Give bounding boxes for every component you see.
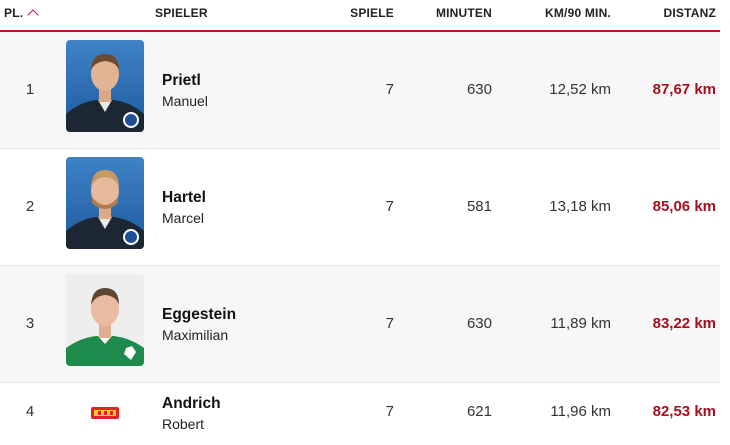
player-first-name: Manuel — [162, 93, 208, 109]
player-first-name: Maximilian — [162, 327, 229, 343]
rank-cell: 1 — [25, 81, 35, 98]
player-first-name: Robert — [162, 416, 205, 432]
distance-cell: 87,67 km — [652, 81, 716, 98]
distance-cell: 85,06 km — [652, 198, 716, 215]
km-per-90-cell: 11,89 km — [550, 315, 611, 332]
player-photo[interactable] — [66, 40, 144, 132]
row-divider — [0, 382, 720, 383]
games-cell: 7 — [385, 81, 394, 98]
games-cell: 7 — [385, 315, 394, 332]
km-per-90-cell: 11,96 km — [550, 403, 611, 420]
row-divider — [0, 148, 720, 149]
sort-ascending-icon[interactable] — [27, 9, 39, 21]
km-per-90-cell: 12,52 km — [549, 81, 611, 98]
row-divider — [0, 265, 720, 266]
rank-cell: 2 — [25, 198, 35, 215]
table-row[interactable]: 4 Andrich Robert 7 621 11,96 km 82,53 km — [0, 383, 720, 445]
player-portrait-image — [66, 40, 144, 132]
distance-cell: 83,22 km — [652, 315, 716, 332]
table-row[interactable]: 1 Prietl Manuel 7 630 12,52 km 87,67 km — [0, 32, 720, 148]
games-cell: 7 — [385, 198, 394, 215]
column-games-header[interactable]: SPIELE — [350, 6, 394, 20]
player-photo[interactable] — [66, 274, 144, 366]
minutes-cell: 630 — [466, 315, 492, 332]
column-player-header[interactable]: SPIELER — [155, 6, 208, 20]
rank-cell: 4 — [25, 403, 35, 420]
rank-cell: 3 — [25, 315, 35, 332]
games-cell: 7 — [385, 403, 394, 420]
player-portrait-image — [66, 157, 144, 249]
column-distance-header[interactable]: DISTANZ — [663, 6, 716, 20]
table-row[interactable]: 2 Hartel Marcel 7 581 13,18 km 85,06 km — [0, 149, 720, 265]
player-portrait-image — [66, 274, 144, 366]
union-berlin-logo-icon — [90, 404, 120, 422]
minutes-cell: 621 — [466, 403, 492, 420]
column-km90-header[interactable]: KM/90 MIN. — [544, 6, 611, 20]
km-per-90-cell: 13,18 km — [549, 198, 611, 215]
minutes-cell: 630 — [466, 81, 492, 98]
werder-bremen-crest — [124, 346, 136, 360]
player-last-name[interactable]: Prietl — [162, 72, 201, 89]
player-first-name: Marcel — [162, 210, 205, 226]
minutes-cell: 581 — [466, 198, 492, 215]
column-rank-header[interactable]: PL. — [4, 6, 39, 21]
table-row[interactable]: 3 Eggestein Maximilian 7 630 11,89 km 83… — [0, 266, 720, 382]
player-photo[interactable] — [66, 157, 144, 249]
table-header: PL. SPIELER SPIELE MINUTEN KM/90 MIN. DI… — [0, 0, 720, 32]
player-last-name[interactable]: Hartel — [162, 189, 206, 206]
rank-header-label: PL. — [4, 6, 24, 20]
player-last-name[interactable]: Andrich — [162, 395, 221, 412]
player-last-name[interactable]: Eggestein — [162, 306, 237, 323]
column-minutes-header[interactable]: MINUTEN — [435, 6, 492, 20]
distance-cell: 82,53 km — [652, 403, 716, 420]
